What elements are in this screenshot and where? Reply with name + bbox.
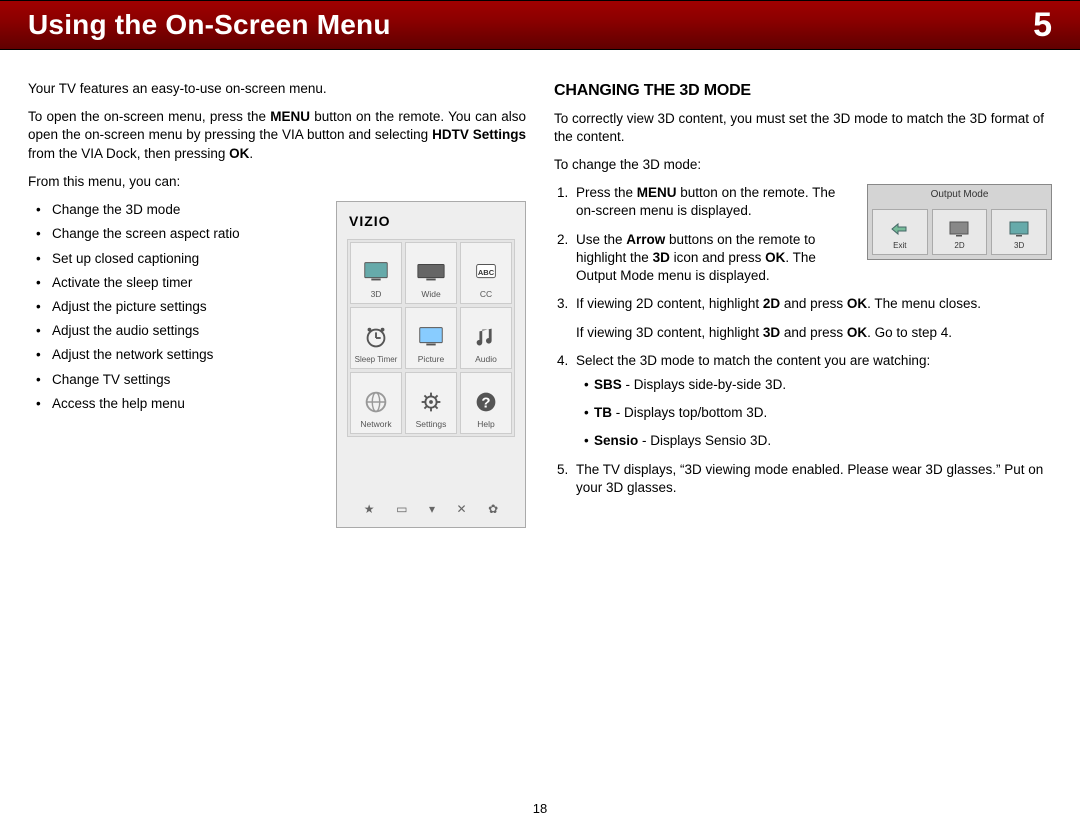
clock-icon <box>361 324 391 352</box>
list-item: Adjust the network settings <box>42 346 320 364</box>
right-column: CHANGING THE 3D MODE To correctly view 3… <box>554 80 1052 528</box>
remote-bottom-icons: ★ ▭ ▾ ✕ ✿ <box>347 497 515 521</box>
list-item: SBS - Displays side-by-side 3D. <box>590 376 1052 394</box>
menu-cell-settings: Settings <box>405 372 457 434</box>
music-icon <box>471 323 501 351</box>
intro-p1: Your TV features an easy-to-use on-scree… <box>28 80 526 98</box>
output-mode-title: Output Mode <box>868 185 1051 205</box>
svg-text:ABC: ABC <box>478 268 495 277</box>
step-5: The TV displays, “3D viewing mode enable… <box>572 461 1052 497</box>
list-item: Change the screen aspect ratio <box>42 225 320 243</box>
menu-grid: 3D Wide ABC CC Sleep Timer <box>347 239 515 437</box>
star-icon: ★ <box>364 501 375 517</box>
menu-cell-picture: Picture <box>405 307 457 369</box>
gear-icon <box>416 388 446 416</box>
menu-cell-help: ? Help <box>460 372 512 434</box>
chapter-title: Using the On-Screen Menu <box>28 9 391 41</box>
gear-small-icon: ✿ <box>488 501 498 517</box>
output-cell-3d: 3D <box>991 209 1047 255</box>
page-content: Your TV features an easy-to-use on-scree… <box>0 50 1080 528</box>
list-item: Set up closed captioning <box>42 250 320 268</box>
list-item: Change the 3D mode <box>42 201 320 219</box>
help-icon: ? <box>471 388 501 416</box>
tv-3d-icon <box>361 258 391 286</box>
chapter-header: Using the On-Screen Menu 5 <box>0 0 1080 50</box>
step-4: Select the 3D mode to match the content … <box>572 352 1052 451</box>
menu-cell-wide: Wide <box>405 242 457 304</box>
list-item: Change TV settings <box>42 371 320 389</box>
chevron-down-icon: ▾ <box>429 501 435 517</box>
tv-wide-icon <box>416 258 446 286</box>
tv-2d-icon <box>947 219 971 239</box>
menu-cell-audio: Audio <box>460 307 512 369</box>
intro-p2: To open the on-screen menu, press the ME… <box>28 108 526 163</box>
section-intro: To correctly view 3D content, you must s… <box>554 110 1052 146</box>
picture-icon <box>416 323 446 351</box>
menu-cell-cc: ABC CC <box>460 242 512 304</box>
list-item: Sensio - Displays Sensio 3D. <box>590 432 1052 450</box>
left-column: Your TV features an easy-to-use on-scree… <box>28 80 526 528</box>
page-number: 18 <box>0 801 1080 816</box>
intro-p3: From this menu, you can: <box>28 173 526 191</box>
output-mode-illustration: Output Mode Exit 2D 3D <box>867 184 1052 260</box>
menu-cell-network: Network <box>350 372 402 434</box>
list-item: TB - Displays top/bottom 3D. <box>590 404 1052 422</box>
step-3: If viewing 2D content, highlight 2D and … <box>572 295 1052 341</box>
chapter-number: 5 <box>1033 6 1052 45</box>
cc-icon: ABC <box>471 258 501 286</box>
back-arrow-icon <box>888 219 912 239</box>
onscreen-menu-illustration: VIZIO 3D Wide ABC CC <box>336 201 526 528</box>
svg-text:?: ? <box>481 395 490 412</box>
menu-cell-3d: 3D <box>350 242 402 304</box>
section-heading: CHANGING THE 3D MODE <box>554 80 1052 102</box>
section-lead: To change the 3D mode: <box>554 156 1052 174</box>
menu-cell-sleep: Sleep Timer <box>350 307 402 369</box>
globe-icon <box>361 388 391 416</box>
list-item: Adjust the picture settings <box>42 298 320 316</box>
list-item: Access the help menu <box>42 395 320 413</box>
close-icon: ✕ <box>457 501 467 517</box>
output-cell-exit: Exit <box>872 209 928 255</box>
list-item: Activate the sleep timer <box>42 274 320 292</box>
brand-logo: VIZIO <box>347 212 515 231</box>
rect-icon: ▭ <box>396 501 407 517</box>
menu-capabilities-list: Change the 3D mode Change the screen asp… <box>28 201 320 413</box>
list-item: Adjust the audio settings <box>42 322 320 340</box>
output-cell-2d: 2D <box>932 209 988 255</box>
tv-3d-icon <box>1007 219 1031 239</box>
